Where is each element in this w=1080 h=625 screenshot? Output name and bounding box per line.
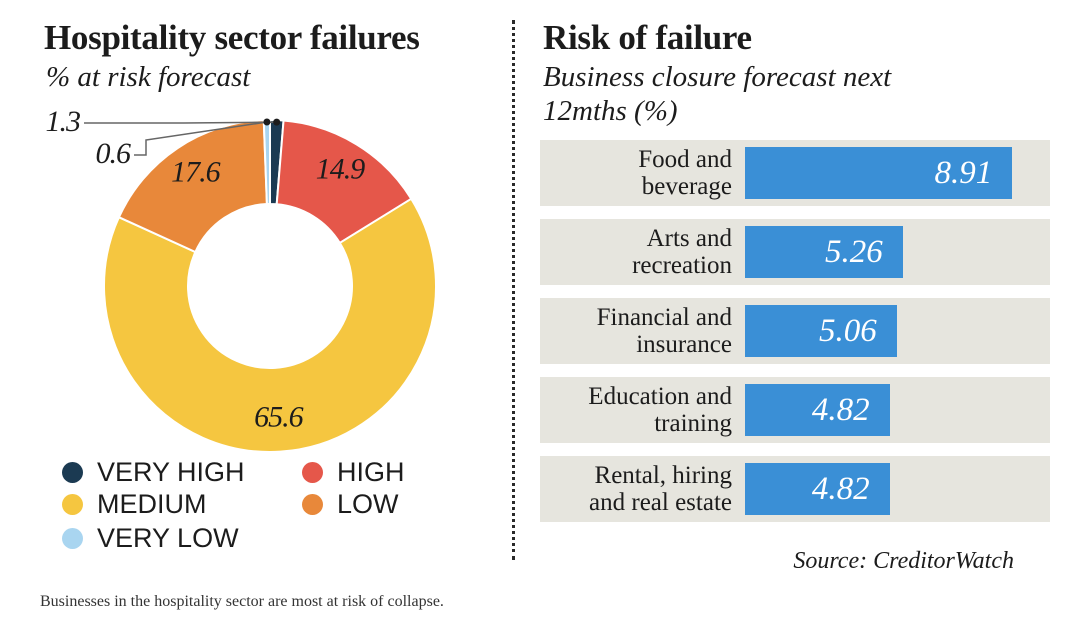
legend-swatch	[62, 461, 83, 483]
bar-category-label: Rental, hiring and real estate	[589, 462, 732, 516]
leader-line-very-low	[134, 121, 268, 156]
dotted-divider	[512, 20, 515, 560]
donut-legend: VERY HIGH HIGH MEDIUM LOW VERY LOW	[62, 455, 502, 555]
legend-label: VERY HIGH	[97, 457, 245, 487]
bar-chart: Food and beverage 8.91 Arts and recreation 5.…	[540, 140, 1050, 530]
legend-item-very-low: VERY LOW	[62, 521, 239, 555]
donut-slice-low	[117, 119, 268, 254]
donut-value-label-low: 17.6	[171, 156, 221, 189]
bar-value-label: 5.06	[819, 313, 877, 349]
legend-label: HIGH	[337, 457, 405, 487]
donut-value-label-high: 14.9	[316, 153, 366, 186]
legend-swatch	[62, 493, 83, 515]
bar	[745, 463, 890, 515]
donut-chart-subtitle: % at risk forecast	[46, 61, 251, 93]
legend-item-very-high: VERY HIGH	[62, 455, 245, 489]
bar	[745, 305, 897, 357]
bar-category-label: Financial and insurance	[596, 304, 732, 358]
bar-value-label: 4.82	[811, 471, 870, 507]
bar-row: Education and training 4.82	[540, 377, 1050, 443]
bar-category-label: Arts and recreation	[632, 225, 732, 279]
legend-item-low: LOW	[302, 487, 399, 521]
bar-value-label: 5.26	[825, 234, 883, 270]
donut-slice-medium	[103, 197, 437, 453]
bar-category-label: Food and beverage	[638, 146, 732, 200]
legend-label: VERY LOW	[97, 523, 239, 553]
legend-item-high: HIGH	[302, 455, 405, 489]
legend-swatch	[62, 527, 83, 549]
bar-row: Financial and insurance 5.06	[540, 298, 1050, 364]
leader-line-very-high	[84, 121, 277, 124]
donut-chart-title: Hospitality sector failures	[44, 18, 420, 57]
bar	[745, 147, 1013, 199]
legend-label: MEDIUM	[97, 489, 207, 519]
legend-swatch	[302, 461, 323, 483]
legend-item-medium: MEDIUM	[62, 487, 207, 521]
donut-value-label-very-low: 0.6	[96, 137, 132, 170]
bar	[745, 384, 890, 436]
leader-dot-very-low	[263, 118, 271, 126]
donut-value-label-very-high: 1.3	[46, 105, 81, 138]
legend-label: LOW	[337, 489, 399, 519]
donut-chart: 14.9 65.6 17.6 1.3 0.6	[46, 105, 437, 453]
bar-value-label: 4.82	[811, 392, 870, 428]
bar-row: Food and beverage 8.91	[540, 140, 1050, 206]
bar-row: Rental, hiring and real estate 4.82	[540, 456, 1050, 522]
source-note: Source: CreditorWatch	[793, 548, 1014, 574]
legend-swatch	[302, 493, 323, 515]
bar	[745, 226, 903, 278]
donut-value-label-medium: 65.6	[254, 401, 304, 434]
bar-value-label: 8.91	[934, 155, 993, 191]
bar-chart-subtitle: Business closure forecast next 12mths (%…	[543, 61, 892, 127]
leader-dot-very-high	[273, 118, 281, 126]
bar-chart-title: Risk of failure	[543, 18, 752, 57]
bar-row: Arts and recreation 5.26	[540, 219, 1050, 285]
bar-category-label: Education and training	[588, 383, 732, 437]
figure-caption: Businesses in the hospitality sector are…	[40, 593, 444, 610]
